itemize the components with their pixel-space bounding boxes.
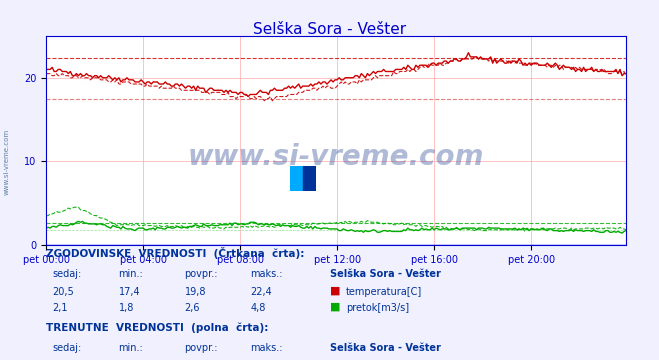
Bar bbox=[303, 166, 316, 191]
Text: 19,8: 19,8 bbox=[185, 287, 206, 297]
Bar bbox=[290, 166, 303, 191]
Text: Selška Sora - Vešter: Selška Sora - Vešter bbox=[330, 343, 440, 353]
Text: 20,5: 20,5 bbox=[53, 287, 74, 297]
Text: min.:: min.: bbox=[119, 343, 144, 353]
Text: ZGODOVINSKE  VREDNOSTI  (Črtkana  črta):: ZGODOVINSKE VREDNOSTI (Črtkana črta): bbox=[46, 247, 304, 260]
Text: TRENUTNE  VREDNOSTI  (polna  črta):: TRENUTNE VREDNOSTI (polna črta): bbox=[46, 323, 268, 333]
Text: temperatura[C]: temperatura[C] bbox=[346, 287, 422, 297]
Text: pretok[m3/s]: pretok[m3/s] bbox=[346, 303, 409, 314]
Text: maks.:: maks.: bbox=[250, 343, 283, 353]
Text: sedaj:: sedaj: bbox=[53, 269, 82, 279]
Text: ■: ■ bbox=[330, 359, 340, 360]
Bar bbox=[303, 140, 316, 166]
Text: 4,8: 4,8 bbox=[250, 303, 266, 314]
Text: 1,8: 1,8 bbox=[119, 303, 134, 314]
Text: povpr.:: povpr.: bbox=[185, 343, 218, 353]
Text: ■: ■ bbox=[330, 302, 340, 312]
Text: www.si-vreme.com: www.si-vreme.com bbox=[188, 143, 484, 171]
Text: povpr.:: povpr.: bbox=[185, 269, 218, 279]
Text: Selška Sora - Vešter: Selška Sora - Vešter bbox=[253, 22, 406, 37]
Text: 2,6: 2,6 bbox=[185, 303, 200, 314]
Text: maks.:: maks.: bbox=[250, 269, 283, 279]
Text: 2,1: 2,1 bbox=[53, 303, 69, 314]
Bar bbox=[290, 140, 303, 166]
Text: 17,4: 17,4 bbox=[119, 287, 140, 297]
Text: www.si-vreme.com: www.si-vreme.com bbox=[3, 129, 9, 195]
Text: ■: ■ bbox=[330, 285, 340, 296]
Text: sedaj:: sedaj: bbox=[53, 343, 82, 353]
Text: min.:: min.: bbox=[119, 269, 144, 279]
Text: Selška Sora - Vešter: Selška Sora - Vešter bbox=[330, 269, 440, 279]
Text: 22,4: 22,4 bbox=[250, 287, 272, 297]
